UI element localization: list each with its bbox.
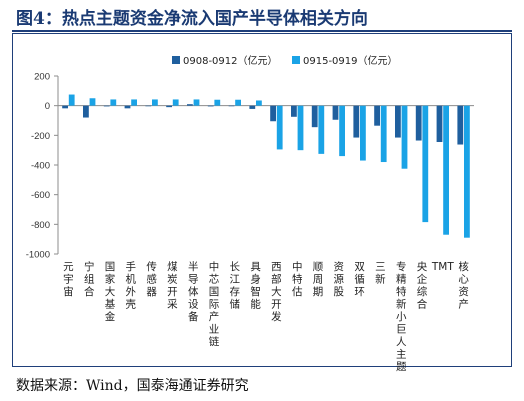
bar-week1-16 — [395, 105, 401, 138]
legend-label-2: 0915-0919（亿元） — [303, 54, 398, 67]
bar-week2-13 — [339, 105, 345, 157]
bar-week2-9 — [256, 100, 262, 106]
y-tick-label: -400 — [31, 161, 50, 172]
x-tick-label: 国家大基金 — [105, 261, 116, 323]
x-tick-label: 顺周期 — [313, 261, 324, 298]
x-tick-label: 双循环 — [354, 261, 365, 298]
bar-week2-3 — [131, 99, 137, 106]
bar-week2-19 — [464, 105, 470, 238]
bar-week1-3 — [124, 105, 131, 109]
bar-week2-11 — [297, 105, 304, 151]
bar-week2-2 — [110, 99, 117, 106]
x-tick-label: 宁组合 — [84, 260, 95, 298]
y-tick-label: 0 — [45, 101, 50, 112]
y-tick-label: -1000 — [26, 250, 50, 261]
bar-week1-18 — [436, 105, 443, 143]
title-rule — [12, 30, 512, 32]
bar-week1-1 — [83, 105, 89, 118]
bar-week2-17 — [422, 105, 429, 223]
bar-week2-16 — [401, 105, 408, 169]
bar-week2-8 — [235, 99, 241, 106]
bar-week1-14 — [353, 105, 360, 138]
bar-week2-7 — [214, 99, 221, 106]
x-tick-label: 手机外壳 — [126, 260, 137, 311]
x-tick-label: 央企综合 — [417, 260, 428, 311]
x-tick-label: 长江存储 — [230, 261, 241, 311]
chart-frame — [12, 33, 512, 367]
bar-week1-8 — [228, 105, 235, 107]
bar-week1-12 — [311, 105, 318, 128]
bar-week1-11 — [291, 105, 297, 117]
bar-week1-4 — [145, 105, 152, 107]
bar-week2-4 — [152, 99, 158, 106]
legend-label-1: 0908-0912（亿元） — [183, 54, 278, 67]
x-tick-label: 资源股 — [334, 261, 345, 298]
figure-title: 图4：热点主题资金净流入国产半导体相关方向 — [16, 9, 368, 29]
legend-swatch-1 — [172, 56, 180, 64]
legend: 0908-0912（亿元） 0915-0919（亿元） — [172, 54, 398, 67]
bar-week1-13 — [332, 105, 339, 120]
x-tick-label: 中芯国际产业链 — [209, 260, 220, 348]
x-tick-label: 传感器 — [146, 261, 157, 298]
bar-week1-15 — [374, 105, 380, 126]
bar-week1-10 — [270, 105, 276, 122]
bar-week1-7 — [207, 105, 214, 107]
bar-week1-5 — [166, 105, 172, 108]
y-tick-label: 200 — [34, 72, 50, 83]
bar-week1-2 — [103, 105, 110, 107]
bar-week2-14 — [360, 105, 366, 161]
bar-week2-6 — [193, 99, 200, 106]
legend-swatch-2 — [292, 56, 300, 64]
x-tick-label: 西部大开发 — [271, 261, 282, 323]
x-tick-label: 中特估 — [292, 260, 303, 298]
y-tick-label: -800 — [31, 220, 50, 231]
bar-week2-5 — [172, 99, 179, 106]
x-tick-label: 专精特新小巨人主题 — [396, 260, 407, 373]
x-tick-labels: 元宇宙宁组合国家大基金手机外壳传感器煤炭开采半导体设备中芯国际产业链长江存储具身… — [63, 260, 469, 373]
bar-week2-18 — [443, 105, 449, 235]
bar-week1-19 — [457, 105, 464, 145]
bar-week2-15 — [380, 105, 387, 163]
bar-week2-12 — [318, 105, 325, 154]
source-note: 数据来源：Wind，国泰海通证券研究 — [16, 378, 249, 394]
x-tick-label: 具身智能 — [250, 261, 261, 311]
x-tick-label: 元宇宙 — [63, 261, 74, 298]
x-tick-label: TMT — [431, 261, 454, 273]
bar-week2-1 — [89, 98, 96, 106]
bar-week1-6 — [187, 104, 193, 106]
x-tick-label: 核心资产 — [458, 260, 469, 311]
bar-week1-9 — [249, 105, 256, 109]
x-tick-label: 煤炭开采 — [167, 260, 178, 311]
bar-week2-10 — [276, 105, 283, 150]
bars — [62, 94, 470, 238]
x-tick-label: 半导体设备 — [188, 260, 199, 323]
bar-week1-17 — [415, 105, 422, 141]
y-tick-label: -200 — [31, 131, 50, 142]
x-tick-label: 三新 — [375, 261, 386, 286]
bar-week1-0 — [62, 105, 68, 109]
y-tick-label: -600 — [31, 190, 50, 201]
bar-week2-0 — [68, 94, 75, 106]
